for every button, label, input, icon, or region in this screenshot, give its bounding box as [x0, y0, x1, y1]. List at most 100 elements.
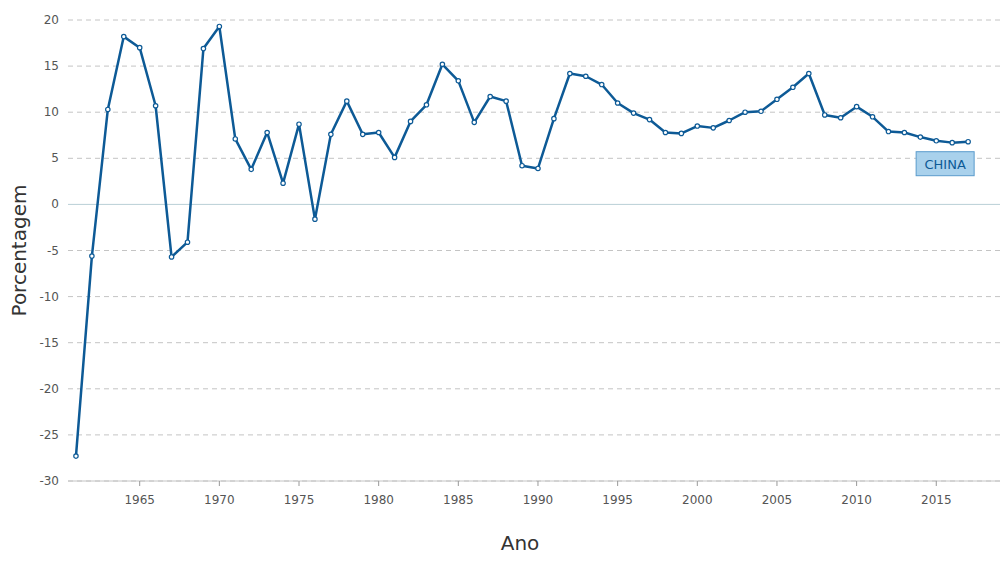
series-point [823, 113, 827, 117]
series-point [631, 111, 635, 115]
series-point [504, 99, 508, 103]
x-tick [537, 481, 538, 486]
series-point [329, 132, 333, 136]
series-point [137, 45, 141, 49]
x-tick [219, 481, 220, 486]
x-tick [378, 481, 379, 486]
series-point [74, 454, 78, 458]
x-tick-label: 1980 [363, 493, 394, 507]
grid-line [68, 481, 1000, 482]
series-point [759, 109, 763, 113]
x-tick [936, 481, 937, 486]
series-point [711, 126, 715, 130]
series-point [297, 122, 301, 126]
x-tick [139, 481, 140, 486]
grid-line [68, 158, 1000, 159]
y-tick-label: 0 [51, 197, 59, 211]
grid-line [68, 342, 1000, 343]
series-point [169, 255, 173, 259]
series-point [249, 167, 253, 171]
series-point [966, 140, 970, 144]
series-point [552, 116, 556, 120]
series-point [870, 115, 874, 119]
x-tick-label: 2000 [682, 493, 713, 507]
series-point [408, 119, 412, 123]
y-axis-title: Porcentagem [7, 185, 31, 317]
series-point [424, 103, 428, 107]
series-point [647, 117, 651, 121]
series-point [456, 79, 460, 83]
y-tick-label: -15 [39, 336, 59, 350]
series-point [568, 71, 572, 75]
series-point [392, 155, 396, 159]
x-tick [458, 481, 459, 486]
series-point [743, 110, 747, 114]
series-label-box [916, 152, 974, 176]
series-point [679, 131, 683, 135]
y-tick-label: 10 [44, 105, 59, 119]
series-point [217, 24, 221, 28]
x-tick-label: 2015 [921, 493, 952, 507]
series-point [376, 130, 380, 134]
x-tick-label: 1990 [523, 493, 554, 507]
series-point [440, 62, 444, 66]
grid-line [68, 296, 1000, 297]
series-point [663, 130, 667, 134]
series-label: CHINA [916, 152, 974, 176]
series-line [76, 26, 968, 456]
series-point [807, 71, 811, 75]
x-tick-label: 1985 [443, 493, 474, 507]
x-tick-label: 1965 [124, 493, 155, 507]
y-tick-label: 20 [44, 13, 59, 27]
series-point [854, 104, 858, 108]
series-point [584, 74, 588, 78]
series-point [488, 94, 492, 98]
chart: -30-25-20-15-10-505101520196519701975198… [0, 0, 1000, 561]
grid-line [68, 434, 1000, 435]
grid-line [68, 66, 1000, 67]
x-tick [697, 481, 698, 486]
series-point [695, 124, 699, 128]
grid-line [68, 388, 1000, 389]
series-point [934, 139, 938, 143]
series-point [902, 130, 906, 134]
series-point [775, 97, 779, 101]
series-point [185, 240, 189, 244]
series-point [791, 85, 795, 89]
series-point [90, 254, 94, 258]
grid-line [68, 20, 1000, 21]
series-point [472, 120, 476, 124]
grid-line [68, 112, 1000, 113]
x-tick [776, 481, 777, 486]
series-point [600, 82, 604, 86]
series-point [838, 116, 842, 120]
x-axis-line [68, 481, 1000, 482]
series-point [536, 166, 540, 170]
series-label-text: CHINA [924, 157, 965, 172]
series-point [520, 163, 524, 167]
series-point [233, 137, 237, 141]
zero-line [68, 204, 1000, 205]
x-axis-title: Ano [501, 531, 540, 555]
grid-line [68, 250, 1000, 251]
series-point [153, 104, 157, 108]
y-tick-label: 5 [51, 151, 59, 165]
x-tick-label: 2005 [762, 493, 793, 507]
series-point [727, 118, 731, 122]
y-tick-label: -20 [39, 382, 59, 396]
series-point [345, 99, 349, 103]
plot-area [74, 24, 971, 458]
series-point [265, 130, 269, 134]
x-tick-label: 2010 [841, 493, 872, 507]
y-tick-label: -25 [39, 428, 59, 442]
y-tick-label: -10 [39, 290, 59, 304]
series-point [886, 129, 890, 133]
y-tick-label: -5 [47, 244, 59, 258]
series-point [950, 140, 954, 144]
series-point [361, 132, 365, 136]
x-tick [856, 481, 857, 486]
series-point [615, 101, 619, 105]
x-tick [299, 481, 300, 486]
series-point [122, 34, 126, 38]
y-tick-label: -30 [39, 474, 59, 488]
